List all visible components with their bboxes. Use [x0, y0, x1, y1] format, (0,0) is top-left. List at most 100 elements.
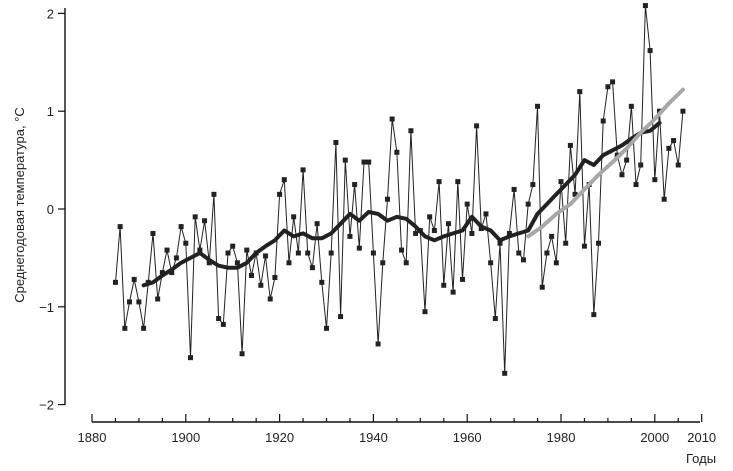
- data-point: [445, 221, 451, 227]
- data-point: [610, 79, 616, 85]
- data-point: [352, 182, 358, 188]
- data-point: [483, 211, 489, 217]
- data-point: [319, 279, 325, 285]
- data-point: [464, 201, 470, 207]
- data-point: [267, 296, 273, 302]
- data-point: [286, 260, 292, 266]
- data-point: [192, 214, 198, 220]
- data-point: [342, 157, 348, 163]
- data-point: [300, 167, 306, 173]
- data-point: [263, 253, 269, 259]
- data-point: [281, 177, 287, 183]
- data-point: [497, 240, 503, 246]
- data-point: [141, 325, 147, 331]
- y-tick-label: 0: [47, 202, 54, 217]
- data-point: [474, 123, 480, 129]
- data-point: [441, 282, 447, 288]
- data-point: [117, 224, 123, 230]
- data-point: [530, 182, 536, 188]
- data-point: [539, 284, 545, 290]
- x-tick-label: 1880: [78, 430, 107, 445]
- data-point: [619, 172, 625, 178]
- data-point: [366, 159, 372, 165]
- data-point: [234, 260, 240, 266]
- data-point: [131, 276, 137, 282]
- data-point: [422, 309, 428, 315]
- data-point: [642, 3, 648, 9]
- data-point: [408, 128, 414, 134]
- data-point: [225, 250, 231, 256]
- data-point: [638, 162, 644, 168]
- data-point: [427, 214, 433, 220]
- data-point: [356, 245, 362, 251]
- data-point: [112, 279, 118, 285]
- x-axis-title: Годы: [686, 451, 716, 466]
- data-point: [187, 355, 193, 361]
- data-point: [675, 162, 681, 168]
- y-ticks: −2 −1 0 1 2: [39, 6, 65, 413]
- data-point: [159, 270, 165, 276]
- data-point: [338, 314, 344, 320]
- data-point: [389, 116, 395, 122]
- data-point: [581, 243, 587, 249]
- data-point: [375, 341, 381, 347]
- data-point: [525, 201, 531, 207]
- data-point: [577, 89, 583, 95]
- data-point: [230, 243, 236, 249]
- data-point: [127, 299, 133, 305]
- data-point: [666, 145, 672, 151]
- data-point: [544, 250, 550, 256]
- data-point: [511, 186, 517, 192]
- y-tick-label: 1: [47, 104, 54, 119]
- y-axis-title: Среднегодовая температура, °С: [12, 107, 27, 303]
- data-point: [178, 224, 184, 230]
- data-point: [244, 247, 250, 253]
- x-tick-label: 2000: [640, 430, 669, 445]
- data-point: [384, 196, 390, 202]
- x-ticks: 1880 1900 1920 1940 1960 1980 2000 2010: [78, 414, 716, 445]
- data-point: [502, 370, 508, 376]
- data-point: [272, 274, 278, 280]
- data-point: [333, 139, 339, 145]
- data-point: [596, 240, 602, 246]
- data-point: [202, 218, 208, 224]
- x-tick-label: 1940: [359, 430, 388, 445]
- smoothed-gray-series-line: [526, 87, 685, 239]
- data-point: [492, 316, 498, 322]
- data-point: [516, 250, 522, 256]
- data-point: [216, 316, 222, 322]
- data-point: [506, 230, 512, 236]
- data-point: [277, 191, 283, 197]
- data-point: [173, 255, 179, 261]
- data-point: [295, 250, 301, 256]
- data-point: [680, 108, 686, 114]
- y-tick-label: −2: [39, 398, 54, 413]
- data-point: [305, 250, 311, 256]
- data-point: [431, 228, 437, 234]
- x-tick-label: 1980: [547, 430, 576, 445]
- axes: [64, 8, 700, 423]
- data-point: [633, 182, 639, 188]
- data-point: [220, 321, 226, 327]
- data-point: [553, 260, 559, 266]
- data-point: [591, 312, 597, 318]
- data-point: [211, 191, 217, 197]
- data-point: [661, 196, 667, 202]
- data-point: [549, 233, 555, 239]
- data-point: [460, 276, 466, 282]
- x-tick-label: 2010: [687, 430, 716, 445]
- data-point: [291, 214, 297, 220]
- data-point: [258, 282, 264, 288]
- data-point: [169, 270, 175, 276]
- x-tick-label: 1900: [171, 430, 200, 445]
- data-point: [413, 230, 419, 236]
- data-point: [314, 221, 320, 227]
- data-point: [155, 296, 161, 302]
- y-tick-label: 2: [47, 6, 54, 21]
- data-point: [309, 265, 315, 271]
- data-point: [652, 177, 658, 183]
- data-point: [361, 159, 367, 165]
- data-point: [399, 247, 405, 253]
- data-point: [136, 299, 142, 305]
